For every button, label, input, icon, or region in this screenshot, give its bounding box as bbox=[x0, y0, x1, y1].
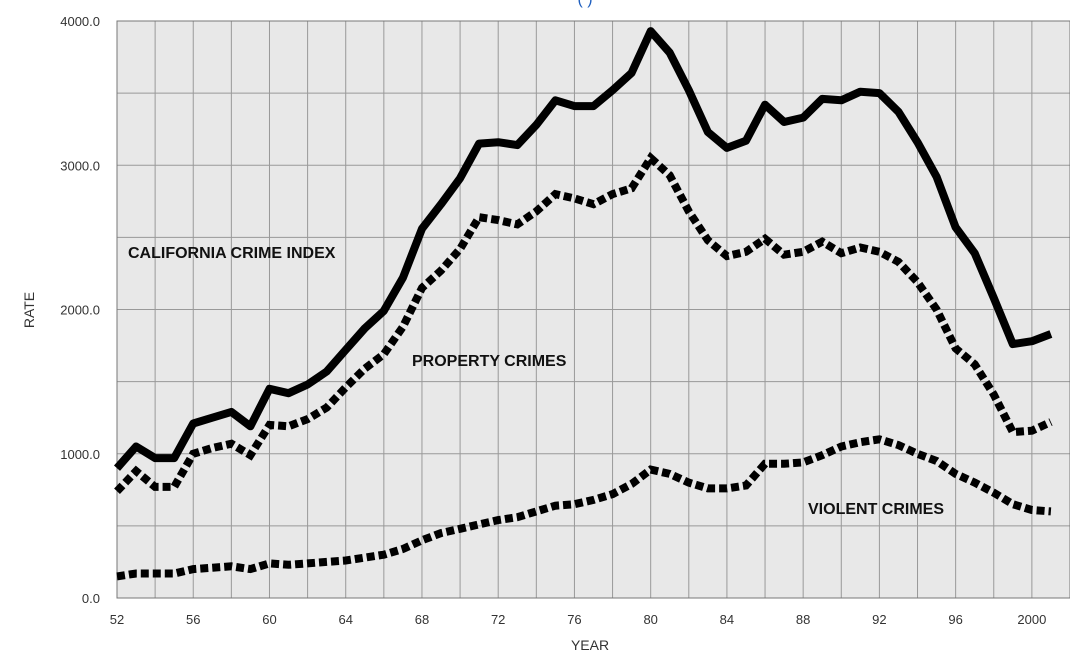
x-tick-label: 84 bbox=[720, 612, 734, 627]
x-tick-label: 60 bbox=[262, 612, 276, 627]
x-tick-label: 52 bbox=[110, 612, 124, 627]
x-axis-title: YEAR bbox=[571, 637, 609, 652]
y-tick-label: 1000.0 bbox=[60, 447, 100, 462]
y-tick-label: 3000.0 bbox=[60, 158, 100, 173]
series-label-violent-crimes: VIOLENT CRIMES bbox=[808, 501, 944, 518]
series-label-property-crimes: PROPERTY CRIMES bbox=[412, 353, 567, 370]
y-tick-label: 4000.0 bbox=[60, 14, 100, 29]
chart-title: ( ) bbox=[577, 0, 592, 8]
x-tick-label: 92 bbox=[872, 612, 886, 627]
y-tick-label: 2000.0 bbox=[60, 303, 100, 318]
y-axis-ticks: 0.0 1000.0 2000.0 3000.0 4000.0 bbox=[60, 14, 100, 606]
x-tick-label: 68 bbox=[415, 612, 429, 627]
x-tick-label: 64 bbox=[338, 612, 352, 627]
x-tick-label: 76 bbox=[567, 612, 581, 627]
x-tick-label: 56 bbox=[186, 612, 200, 627]
x-tick-label: 88 bbox=[796, 612, 810, 627]
x-tick-label: 96 bbox=[948, 612, 962, 627]
x-tick-label: 72 bbox=[491, 612, 505, 627]
y-axis-title: RATE bbox=[21, 292, 37, 328]
x-tick-label: 80 bbox=[643, 612, 657, 627]
x-tick-label: 2000 bbox=[1017, 612, 1046, 627]
series-label-crime-index: CALIFORNIA CRIME INDEX bbox=[128, 245, 336, 262]
x-axis-ticks: 52 56 60 64 68 72 76 80 84 88 92 96 2000 bbox=[110, 612, 1047, 627]
y-tick-label: 0.0 bbox=[82, 591, 100, 606]
